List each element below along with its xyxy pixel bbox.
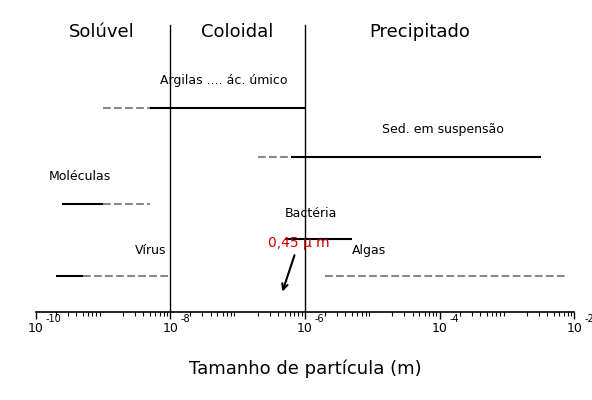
- Text: -10: -10: [46, 314, 62, 324]
- Text: Sed. em suspensão: Sed. em suspensão: [382, 123, 504, 136]
- Text: -2: -2: [584, 314, 592, 324]
- Text: Precipitado: Precipitado: [369, 24, 470, 42]
- Text: Moléculas: Moléculas: [49, 170, 111, 183]
- Text: Solúvel: Solúvel: [69, 24, 135, 42]
- Text: -8: -8: [181, 314, 190, 324]
- Text: Vírus: Vírus: [136, 244, 167, 257]
- Text: -4: -4: [450, 314, 459, 324]
- Text: 10: 10: [297, 322, 313, 335]
- Text: Tamanho de partícula (m): Tamanho de partícula (m): [189, 359, 421, 378]
- Text: 10: 10: [567, 322, 582, 335]
- Text: Bactéria: Bactéria: [285, 207, 337, 220]
- Text: Algas: Algas: [352, 244, 386, 257]
- Text: Coloidal: Coloidal: [201, 24, 274, 42]
- Text: -6: -6: [315, 314, 324, 324]
- Text: 0,45 μ m: 0,45 μ m: [268, 236, 330, 289]
- Text: 10: 10: [432, 322, 448, 335]
- Text: 10: 10: [28, 322, 43, 335]
- Text: Argilas .... ác. úmico: Argilas .... ác. úmico: [160, 74, 288, 87]
- Text: 10: 10: [162, 322, 178, 335]
